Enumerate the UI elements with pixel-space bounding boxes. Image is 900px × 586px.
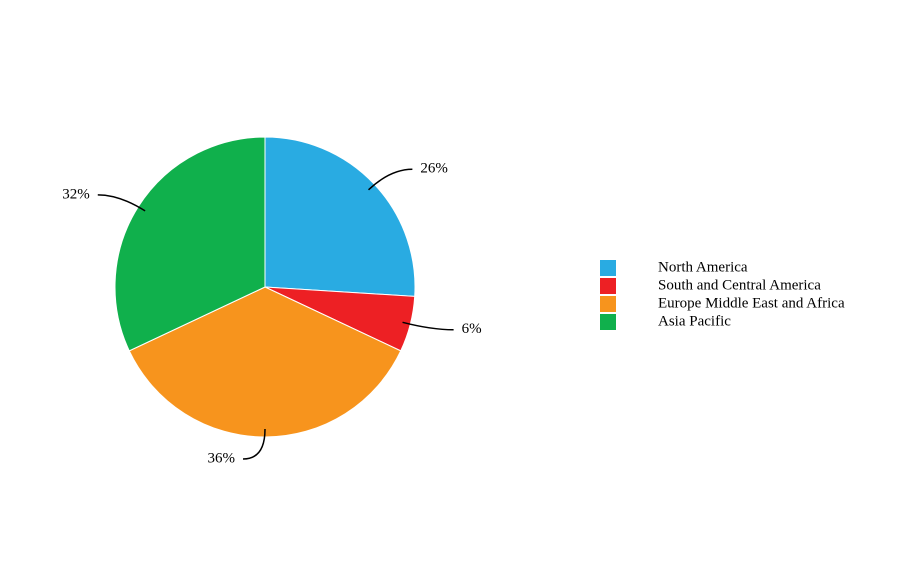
legend-label: South and Central America [658, 277, 821, 293]
legend-label: Europe Middle East and Africa [658, 295, 845, 311]
legend-swatch [600, 278, 616, 294]
legend-label: North America [658, 259, 748, 275]
leader-line [368, 168, 413, 191]
data-label: 36% [208, 450, 236, 466]
data-label: 6% [462, 321, 482, 337]
data-label: 32% [62, 186, 90, 202]
legend-swatch [600, 296, 616, 312]
legend-swatch [600, 314, 616, 330]
data-label: 26% [420, 161, 448, 177]
leader-line [402, 321, 454, 331]
legend-swatch [600, 260, 616, 276]
leader-line [242, 428, 266, 460]
pie-slice [264, 136, 416, 297]
legend-label: Asia Pacific [658, 313, 731, 329]
leader-line [97, 194, 146, 212]
